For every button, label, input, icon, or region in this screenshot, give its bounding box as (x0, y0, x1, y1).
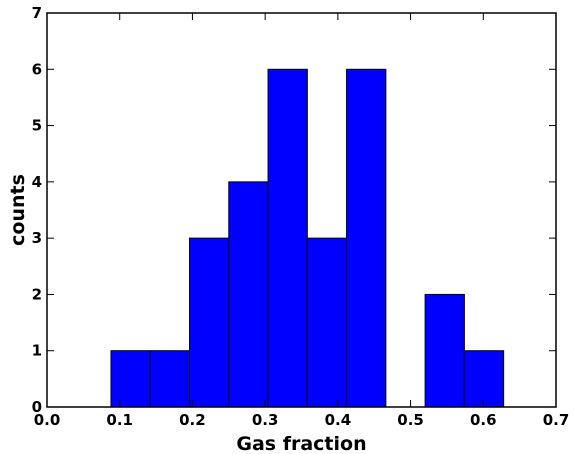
y-tick-label: 0 (32, 398, 42, 416)
y-axis-label: counts (7, 174, 29, 246)
axis-ticks (46, 12, 557, 408)
histogram-bar-6 (306, 237, 348, 408)
y-tick-labels: 0 1 2 3 4 5 6 7 (32, 4, 42, 416)
y-tick-label: 3 (32, 229, 42, 247)
y-tick-label: 7 (32, 4, 42, 22)
y-tick-label: 4 (32, 173, 42, 191)
x-tick-label: 0.1 (106, 411, 133, 429)
histogram-bar-7 (346, 68, 387, 408)
histogram-bar-4 (228, 181, 269, 408)
histogram-bar-1 (110, 350, 151, 408)
y-tick-label: 2 (32, 285, 42, 303)
x-tick-label: 0.3 (252, 411, 279, 429)
x-tick-label: 0.6 (470, 411, 497, 429)
histogram-bar-9 (424, 293, 465, 408)
histogram-bar-10 (463, 350, 505, 408)
y-tick-label: 1 (32, 342, 42, 360)
y-tick-label: 6 (32, 60, 42, 78)
histogram-bars (110, 68, 505, 408)
histogram-bar-2 (149, 350, 191, 408)
x-axis-label: Gas fraction (236, 433, 366, 454)
x-tick-labels: 0.0 0.1 0.2 0.3 0.4 0.5 0.6 0.7 (34, 411, 570, 429)
x-tick-label: 0.0 (34, 411, 61, 429)
x-tick-label: 0.7 (543, 411, 570, 429)
histogram-bar-3 (189, 237, 230, 408)
x-tick-label: 0.5 (397, 411, 424, 429)
plot-frame (46, 12, 557, 408)
x-tick-label: 0.4 (325, 411, 352, 429)
y-tick-label: 5 (32, 117, 42, 135)
x-tick-label: 0.2 (179, 411, 206, 429)
histogram-bar-5 (267, 68, 308, 408)
